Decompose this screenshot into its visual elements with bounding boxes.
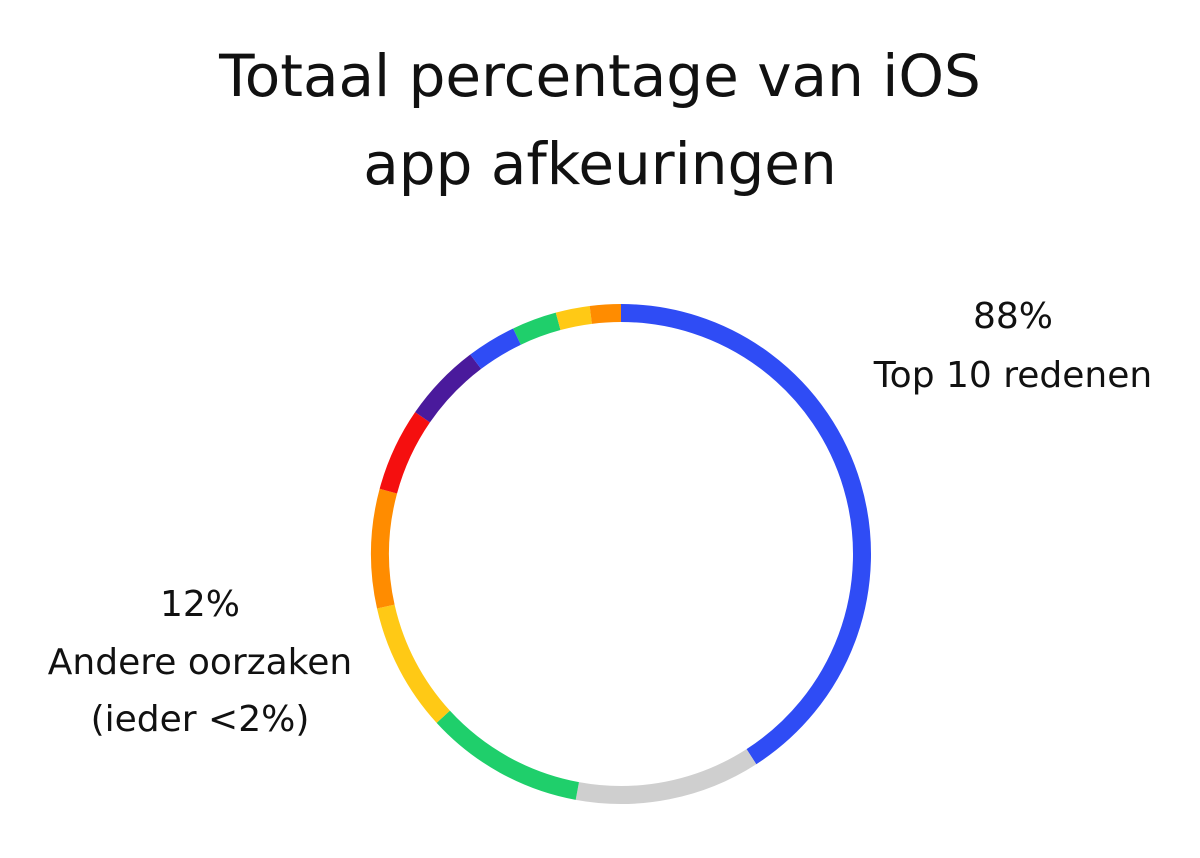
- donut-segment: [575, 749, 757, 804]
- annotation: 12% Andere oorzaken (ieder <2%): [48, 584, 352, 740]
- donut-segment: [415, 354, 482, 423]
- annotation-value: 12%: [160, 584, 240, 625]
- annotation-text: Andere oorzaken: [48, 642, 352, 683]
- donut-segment: [470, 328, 522, 370]
- chart-title: app afkeuringen: [363, 130, 837, 198]
- donut-segment: [377, 604, 450, 723]
- donut-segment: [436, 710, 580, 800]
- donut-segment: [513, 312, 561, 345]
- donut-segment: [379, 412, 431, 494]
- donut-segment: [555, 305, 593, 331]
- chart-title: Totaal percentage van iOS: [218, 42, 981, 110]
- donut-segment: [371, 488, 398, 609]
- annotation-text: (ieder <2%): [91, 699, 310, 740]
- annotation: 88% Top 10 redenen: [873, 296, 1152, 396]
- donut-segment: [589, 304, 622, 324]
- annotation-text: Top 10 redenen: [873, 355, 1152, 396]
- annotation-value: 88%: [973, 296, 1053, 337]
- donut-segment: [620, 304, 871, 765]
